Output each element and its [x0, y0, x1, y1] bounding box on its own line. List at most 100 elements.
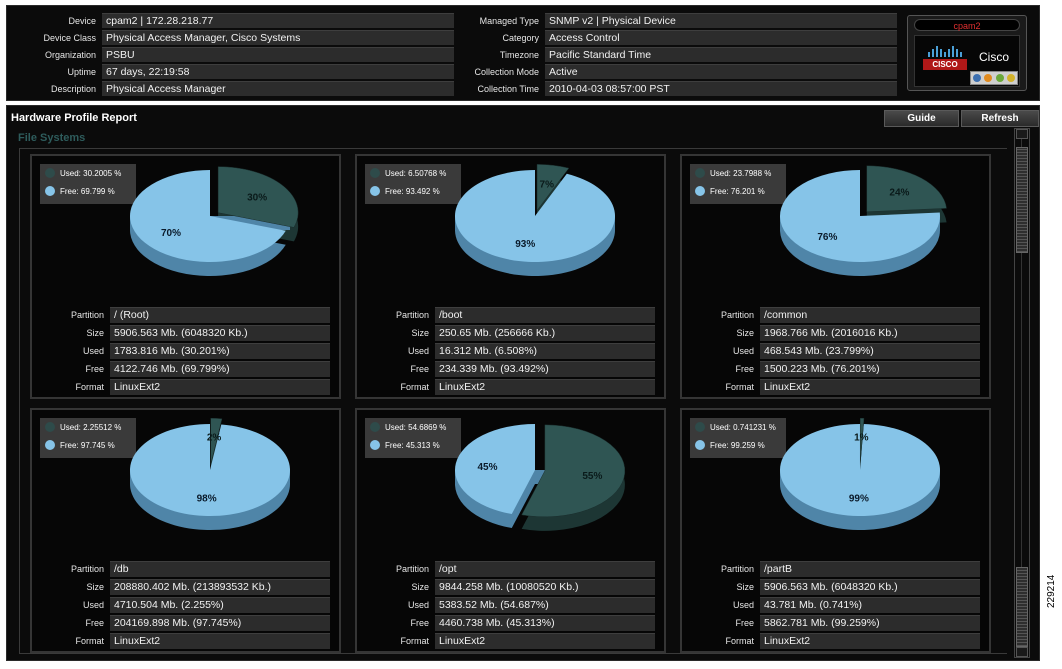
search-icon[interactable] [972, 74, 981, 82]
legend-free-dot-icon [695, 186, 705, 196]
legend-used-entry: Used: 30.2005 % [40, 164, 136, 182]
pie-free-label: 93% [515, 239, 535, 250]
organization-label: Organization [44, 49, 96, 60]
size-row: Size 208880.402 Mb. (213893532 Kb.) [32, 578, 330, 596]
pie-free-slice [780, 424, 940, 516]
usage-pie-chart: 24% 76% [772, 158, 972, 288]
partition-row: Partition/partB [682, 560, 980, 578]
free-label: Free [735, 618, 754, 628]
size-value: 5906.563 Mb. (6048320 Kb.) [760, 579, 980, 595]
used-row: Used 5383.52 Mb. (54.687%) [357, 596, 655, 614]
partition-details: Partition/common Size 1968.766 Mb. (201601… [682, 306, 980, 396]
used-label: Used [407, 600, 429, 610]
partition-row: Partition/boot [357, 306, 655, 324]
pie-free-slice [454, 424, 535, 515]
legend-used-entry: Used: 6.50768 % [365, 164, 461, 182]
collection-mode-value: Active [545, 64, 897, 79]
free-value: 4122.746 Mb. (69.799%) [110, 361, 330, 377]
legend-free-text: Free: 69.799 % [60, 186, 115, 196]
used-row: Used 4710.504 Mb. (2.255%) [32, 596, 330, 614]
partition-value: /partB [760, 561, 980, 577]
partition-label: Partition [70, 564, 104, 574]
scrollbar[interactable] [1014, 128, 1030, 658]
guide-button[interactable]: Guide [884, 110, 959, 127]
file-system-card: Used: 0.741231 % Free: 99.259 % 1% 99% Parti… [680, 408, 991, 653]
free-row: Free 4460.738 Mb. (45.313%) [357, 614, 655, 632]
legend-free-dot-icon [370, 440, 380, 450]
pie-legend: Used: 6.50768 % Free: 93.492 % [365, 164, 461, 204]
format-label: Format [75, 636, 104, 646]
legend-free-entry: Free: 76.201 % [690, 182, 786, 200]
cisco-logo-word: CISCO [923, 59, 967, 70]
partition-label: Partition [720, 310, 754, 320]
description-row: Description Physical Access Manager [7, 80, 454, 97]
format-row: Format LinuxExt2 [357, 632, 655, 650]
device-class-label: Device Class [43, 32, 96, 43]
description-label: Description [50, 83, 96, 94]
file-system-card: Used: 54.6869 % Free: 45.313 % 55% 45% Parti… [355, 408, 666, 653]
managed-type-value: SNMP v2 | Physical Device [545, 13, 897, 28]
usage-pie-chart: 1% 99% [772, 412, 972, 542]
format-value: LinuxExt2 [110, 633, 330, 649]
device-row: Device cpam2 | 172.28.218.77 [7, 12, 454, 29]
scroll-thumb[interactable] [1016, 147, 1028, 253]
tool-icon[interactable] [1007, 74, 1016, 82]
legend-used-entry: Used: 0.741231 % [690, 418, 786, 436]
managed-type-row: Managed Type SNMP v2 | Physical Device [457, 12, 897, 29]
pie-used-slice [217, 166, 299, 228]
scroll-down-button[interactable] [1016, 647, 1028, 657]
pie-legend: Used: 23.7988 % Free: 76.201 % [690, 164, 786, 204]
pie-free-slice [129, 424, 290, 516]
format-value: LinuxExt2 [760, 379, 980, 395]
size-row: Size 5906.563 Mb. (6048320 Kb.) [32, 324, 330, 342]
legend-free-entry: Free: 69.799 % [40, 182, 136, 200]
refresh-button[interactable]: Refresh [961, 110, 1039, 127]
pie-legend: Used: 0.741231 % Free: 99.259 % [690, 418, 786, 458]
pie-used-label: 1% [854, 433, 869, 444]
size-label: Size [736, 582, 754, 592]
pie-used-label: 7% [540, 179, 555, 190]
settings-icon[interactable] [984, 74, 993, 82]
partition-label: Partition [395, 310, 429, 320]
figure-number: 229214 [1046, 574, 1057, 608]
hardware-profile-report: Hardware Profile Report File Systems Gui… [6, 105, 1040, 661]
legend-free-entry: Free: 45.313 % [365, 436, 461, 454]
badge-device-name: cpam2 [914, 19, 1020, 31]
free-value: 234.339 Mb. (93.492%) [435, 361, 655, 377]
device-badge: cpam2 CISCO Cisco [907, 15, 1027, 91]
usage-pie-chart: 7% 93% [447, 158, 647, 288]
usage-pie-chart: 2% 98% [122, 412, 322, 542]
pie-free-slice [130, 170, 286, 262]
size-value: 250.65 Mb. (256666 Kb.) [435, 325, 655, 341]
free-row: Free 204169.898 Mb. (97.745%) [32, 614, 330, 632]
free-label: Free [85, 618, 104, 628]
report-title: Hardware Profile Report [11, 112, 137, 124]
legend-free-text: Free: 45.313 % [385, 440, 440, 450]
legend-used-entry: Used: 54.6869 % [365, 418, 461, 436]
used-value: 4710.504 Mb. (2.255%) [110, 597, 330, 613]
used-value: 5383.52 Mb. (54.687%) [435, 597, 655, 613]
pie-free-label: 70% [161, 228, 181, 239]
scroll-up-button[interactable] [1016, 129, 1028, 139]
status-icon[interactable] [995, 74, 1004, 82]
format-value: LinuxExt2 [110, 379, 330, 395]
legend-used-text: Used: 30.2005 % [60, 168, 122, 178]
timezone-row: Timezone Pacific Standard Time [457, 46, 897, 63]
uptime-label: Uptime [67, 66, 96, 77]
usage-pie-chart: 30% 70% [122, 158, 322, 288]
used-row: Used 1783.816 Mb. (30.201%) [32, 342, 330, 360]
legend-free-text: Free: 97.745 % [60, 440, 115, 450]
legend-used-entry: Used: 23.7988 % [690, 164, 786, 182]
legend-used-text: Used: 2.25512 % [60, 422, 122, 432]
legend-used-dot-icon [370, 422, 380, 432]
device-class-row: Device Class Physical Access Manager, Cis… [7, 29, 454, 46]
pie-free-label: 98% [197, 494, 217, 505]
size-value: 1968.766 Mb. (2016016 Kb.) [760, 325, 980, 341]
size-value: 9844.258 Mb. (10080520 Kb.) [435, 579, 655, 595]
scroll-thumb-lower[interactable] [1016, 567, 1028, 647]
used-value: 16.312 Mb. (6.508%) [435, 343, 655, 359]
used-row: Used 468.543 Mb. (23.799%) [682, 342, 980, 360]
partition-details: Partition / (Root) Size 5906.563 Mb. (60483… [32, 306, 330, 396]
free-value: 5862.781 Mb. (99.259%) [760, 615, 980, 631]
timezone-value: Pacific Standard Time [545, 47, 897, 62]
